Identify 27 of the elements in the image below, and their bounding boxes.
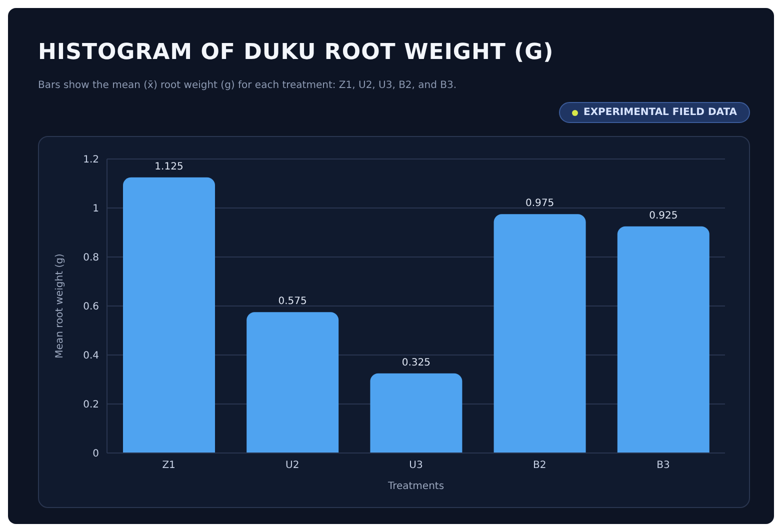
bar <box>494 214 586 453</box>
chart-subtitle: Bars show the mean (x̄) root weight (g) for each treatment: Z1, U2, U3, B2, and B3. <box>38 79 458 93</box>
x-tick-label: U3 <box>409 460 423 472</box>
bar <box>370 373 462 453</box>
bar <box>617 226 710 453</box>
x-tick-label: U2 <box>286 460 300 472</box>
data-label: 0.575 <box>278 296 307 308</box>
data-label: 1.125 <box>154 161 184 172</box>
data-label: 0.325 <box>402 357 431 368</box>
data-label: 0.975 <box>525 198 554 210</box>
bar <box>246 312 339 453</box>
y-tick-label: 1.2 <box>83 154 99 166</box>
x-axis-title: Treatments <box>386 481 444 492</box>
data-label: 0.925 <box>649 210 678 222</box>
y-tick-label: 0.2 <box>83 400 99 411</box>
bar <box>123 177 215 453</box>
x-tick-label: Z1 <box>162 460 176 472</box>
y-tick-label: 0.8 <box>83 252 99 264</box>
y-tick-label: 0 <box>92 448 99 460</box>
y-axis-title: Mean root weight (g) <box>54 254 66 358</box>
y-tick-label: 0.6 <box>83 302 99 313</box>
y-tick-label: 1 <box>92 204 99 215</box>
y-tick-label: 0.4 <box>83 350 99 362</box>
x-tick-label: B2 <box>532 460 546 472</box>
chart-title: HISTOGRAM OF DUKU ROOT WEIGHT (G) <box>38 40 554 65</box>
x-tick-label: B3 <box>656 460 670 472</box>
text: EXPERIMENTAL FIELD DATA <box>558 102 750 123</box>
